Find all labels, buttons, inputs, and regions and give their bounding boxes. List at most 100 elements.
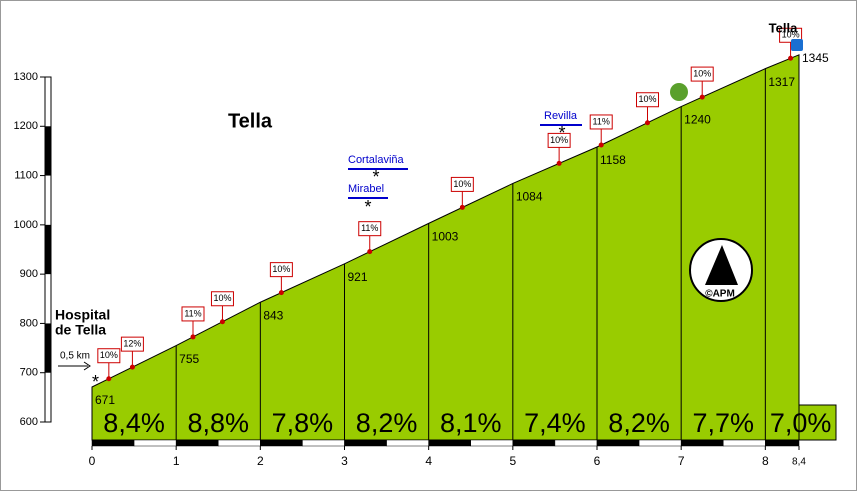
flag-box	[269, 262, 293, 278]
flag-point	[367, 249, 373, 255]
elevation-label: 921	[348, 270, 368, 284]
flag-box	[589, 114, 613, 130]
road-label: Mirabel	[348, 183, 384, 195]
flag-point	[598, 142, 604, 148]
elevation-label: 1158	[600, 153, 626, 167]
start-label: de Tella	[55, 322, 106, 338]
distance-strip	[638, 439, 682, 447]
distance-strip	[554, 439, 598, 447]
gradient-label: 8,2%	[356, 408, 418, 438]
star: *	[92, 372, 99, 392]
flag-label: 10%	[550, 135, 568, 145]
distance-strip	[344, 439, 387, 447]
y-tick-label: 700	[20, 367, 38, 379]
end-label: Tella	[769, 20, 798, 35]
gradient-label: 8,2%	[608, 408, 670, 438]
gradient-label: 8,8%	[187, 408, 249, 438]
start-label: Hospital	[55, 307, 110, 323]
distance-strip	[260, 439, 303, 447]
flag-label: 10%	[453, 179, 471, 189]
flag-label: 10%	[272, 264, 290, 274]
flag-point	[459, 204, 465, 210]
gradient-label: 7,7%	[692, 408, 754, 438]
road-label: Revilla	[544, 110, 578, 122]
elevation-label: 755	[179, 352, 199, 366]
flag-box	[181, 306, 205, 322]
distance-strip	[133, 439, 177, 447]
flag-box	[358, 221, 382, 237]
distance-strip	[218, 439, 261, 447]
y-tick-label: 1200	[14, 120, 38, 132]
flag-box	[120, 336, 144, 352]
credit: ©APM	[705, 289, 735, 300]
x-tick-label: 0	[89, 454, 96, 468]
flag-label: 11%	[184, 308, 201, 318]
elevation-label: 1345	[802, 51, 829, 65]
distance-strip	[428, 439, 471, 447]
x-tick-label: 1	[173, 454, 180, 468]
y-tick-label: 600	[20, 416, 38, 428]
x-tick-label: 4	[425, 454, 432, 468]
flag-box	[779, 27, 803, 43]
flag-box	[210, 291, 234, 307]
x-tick-label: 8	[762, 454, 769, 468]
distance-strip	[680, 439, 724, 447]
y-axis-segment	[45, 126, 51, 176]
x-tick-label: 8,4	[792, 457, 806, 468]
flag-point	[699, 94, 705, 100]
flag-label: 10%	[213, 293, 231, 303]
gradient-label: 7,8%	[272, 408, 334, 438]
flag-label: 11%	[361, 223, 378, 233]
x-tick-label: 7	[678, 454, 685, 468]
distance-note: 0,5 km	[60, 351, 90, 362]
y-tick-label: 1300	[14, 71, 38, 83]
elevation-label: 671	[95, 393, 115, 407]
x-tick-label: 6	[594, 454, 601, 468]
flag-box	[97, 348, 121, 364]
distance-strip	[175, 439, 219, 447]
flag-label: 10%	[638, 94, 656, 104]
y-tick-label: 1100	[14, 169, 38, 181]
distance-strip	[470, 439, 514, 447]
x-tick-label: 3	[341, 454, 348, 468]
arrow-head	[83, 361, 91, 371]
elevation-label: 1084	[516, 190, 543, 204]
elevation-label: 1240	[684, 113, 711, 127]
gradient-label: 7,0%	[770, 408, 832, 438]
elevation-label: 1317	[768, 75, 795, 89]
chart-title: Tella	[228, 110, 273, 132]
flag-label: 11%	[593, 116, 610, 126]
gradient-label: 7,4%	[524, 408, 586, 438]
flag-point	[129, 364, 135, 370]
y-axis-segment	[45, 224, 51, 275]
x-tick-label: 2	[257, 454, 264, 468]
star: *	[558, 123, 565, 143]
gradient-label: 8,4%	[103, 408, 165, 438]
flag-point	[106, 376, 112, 382]
flag-point	[190, 334, 196, 340]
distance-strip	[512, 439, 556, 447]
y-tick-label: 1000	[14, 219, 38, 231]
elevation-label: 843	[263, 308, 283, 322]
logo-peak	[705, 245, 738, 285]
flag-box	[636, 92, 659, 108]
flag-box	[450, 176, 474, 192]
distance-strip	[596, 439, 640, 447]
elevation-label: 1003	[432, 230, 459, 244]
y-tick-label: 800	[20, 317, 38, 329]
flag-point	[788, 55, 794, 61]
star: *	[372, 167, 379, 187]
flag-label: 10%	[693, 68, 711, 78]
distance-strip	[765, 439, 800, 447]
distance-strip	[386, 439, 429, 447]
flag-box	[690, 66, 714, 82]
flag-point	[219, 319, 225, 325]
distance-strip	[91, 439, 135, 447]
gradient-label: 8,1%	[440, 408, 502, 438]
plot: 600 700 800 900 1000 1100 1200 1300 0 1 2 3 4 5 6 7 8 8,4…	[14, 27, 837, 468]
flag-label: 10%	[100, 350, 118, 360]
distance-strip	[723, 439, 766, 447]
y-tick-label: 900	[20, 268, 38, 280]
y-axis-segment	[45, 323, 51, 373]
